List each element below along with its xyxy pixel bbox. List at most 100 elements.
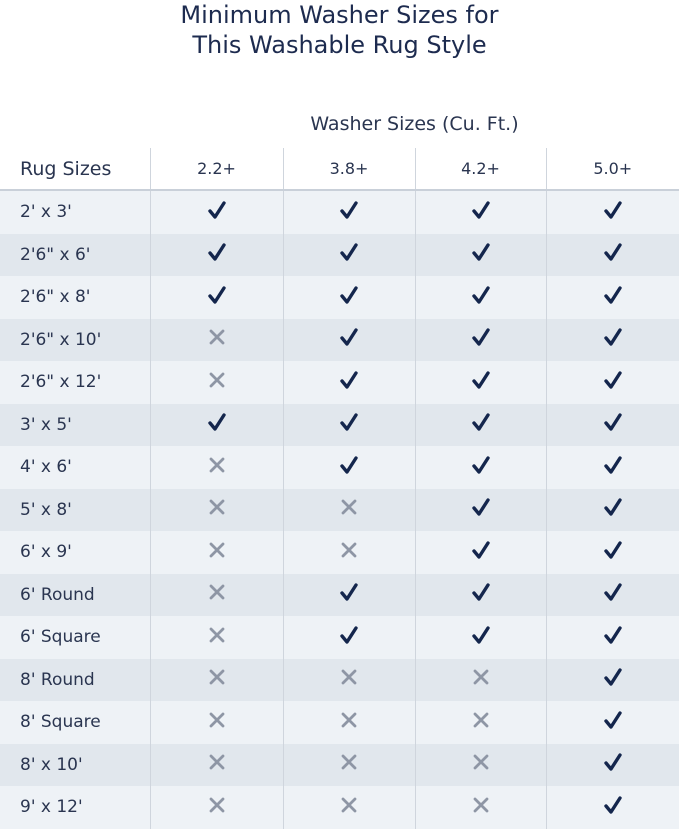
fit-cell [545,573,679,616]
fit-cell [545,658,679,701]
rug-size-cell: 6' Square [0,616,150,659]
fit-cell [282,701,415,744]
fit-cell [282,446,415,489]
x-icon [340,753,358,776]
fit-cell [149,743,283,786]
x-icon [208,753,226,776]
fit-cell [545,488,679,531]
check-icon [471,242,491,267]
table-row: 2'6" x 12' [0,361,679,404]
fit-cell [282,616,415,659]
fit-cell [545,531,679,574]
fit-cell [282,318,415,361]
x-icon [472,753,490,776]
fit-cell [282,573,415,616]
x-icon [208,668,226,691]
fit-cell [149,318,283,361]
check-icon [471,285,491,310]
title-line-2: This Washable Rug Style [192,31,487,59]
fit-cell [545,318,679,361]
table-row: 6' Square [0,616,679,659]
title-line-1: Minimum Washer Sizes for [180,1,499,29]
fit-cell [282,488,415,531]
x-icon [340,796,358,819]
fit-cell [414,701,546,744]
check-icon [339,242,359,267]
fit-cell [414,190,546,234]
fit-cell [149,276,283,319]
table-row: 2' x 3' [0,190,679,234]
fit-cell [414,743,546,786]
fit-cell [545,786,679,829]
rug-size-cell: 2'6" x 8' [0,276,150,319]
check-icon [207,242,227,267]
compatibility-table: Rug Sizes 2.2+ 3.8+ 4.2+ 5.0+ 2' x 3' 2'6… [0,148,679,829]
check-icon [339,455,359,480]
x-icon [340,541,358,564]
check-icon [339,285,359,310]
fit-cell [282,658,415,701]
rug-size-cell: 2' x 3' [0,190,150,234]
rug-size-cell: 5' x 8' [0,488,150,531]
check-icon [603,582,623,607]
check-icon [603,625,623,650]
check-icon [339,370,359,395]
check-icon [603,795,623,820]
fit-cell [545,616,679,659]
table-row: 6' Round [0,573,679,616]
check-icon [603,200,623,225]
fit-cell [282,361,415,404]
fit-cell [149,531,283,574]
fit-cell [149,233,283,276]
rug-size-cell: 9' x 12' [0,786,150,829]
fit-cell [414,658,546,701]
check-icon [603,370,623,395]
rug-size-cell: 2'6" x 12' [0,361,150,404]
fit-cell [149,573,283,616]
rug-sizes-header: Rug Sizes [0,148,150,191]
fit-cell [414,403,546,446]
check-icon [471,625,491,650]
check-icon [603,242,623,267]
rug-size-cell: 6' Round [0,573,150,616]
table-row: 8' Round [0,658,679,701]
fit-cell [282,276,415,319]
check-icon [603,412,623,437]
check-icon [471,540,491,565]
fit-cell [149,361,283,404]
check-icon [603,285,623,310]
x-icon [340,498,358,521]
check-icon [339,200,359,225]
check-icon [471,370,491,395]
fit-cell [282,743,415,786]
fit-cell [282,403,415,446]
fit-cell [282,190,415,234]
fit-cell [282,786,415,829]
rug-size-cell: 2'6" x 6' [0,233,150,276]
fit-cell [545,190,679,234]
table-row: 8' x 10' [0,743,679,786]
check-icon [339,327,359,352]
x-icon [208,626,226,649]
x-icon [208,711,226,734]
check-icon [603,327,623,352]
fit-cell [414,361,546,404]
fit-cell [414,616,546,659]
x-icon [208,456,226,479]
fit-cell [414,573,546,616]
x-icon [208,541,226,564]
fit-cell [149,786,283,829]
fit-cell [282,531,415,574]
x-icon [208,328,226,351]
rug-size-cell: 4' x 6' [0,446,150,489]
table-row: 8' Square [0,701,679,744]
table-row: 9' x 12' [0,786,679,829]
table-row: 2'6" x 8' [0,276,679,319]
fit-cell [545,701,679,744]
washer-sizes-label: Washer Sizes (Cu. Ft.) [310,113,519,135]
table-row: 4' x 6' [0,446,679,489]
fit-cell [545,276,679,319]
fit-cell [414,531,546,574]
x-icon [208,371,226,394]
x-icon [208,498,226,521]
